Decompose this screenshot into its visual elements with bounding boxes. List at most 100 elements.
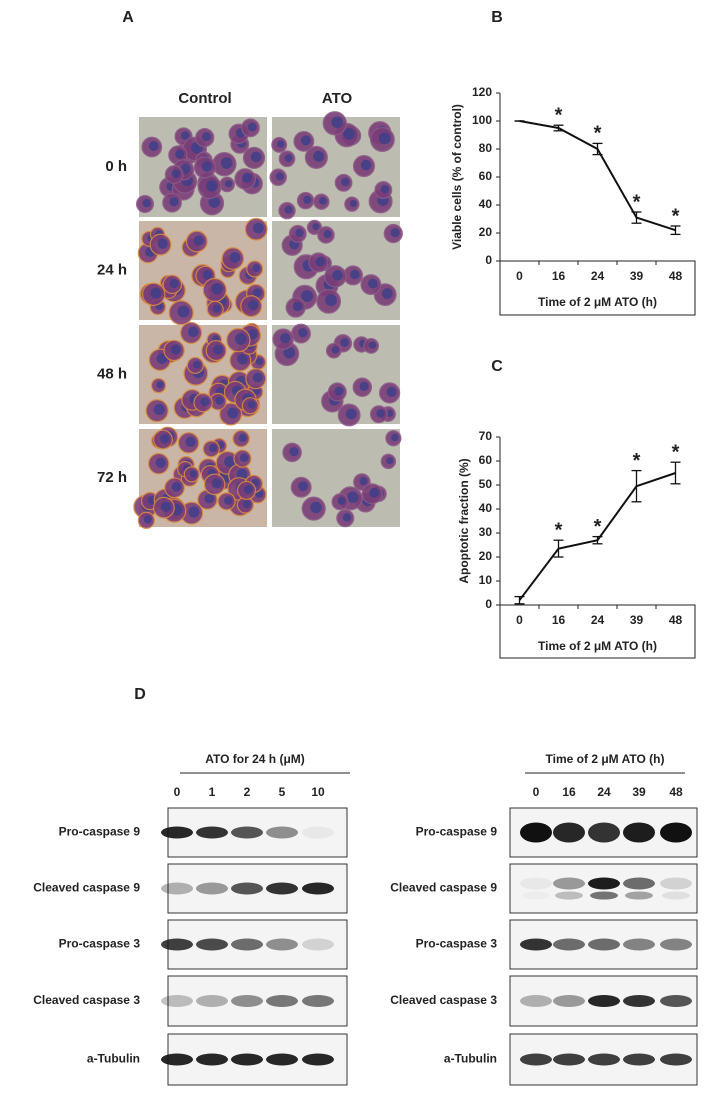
- band: [231, 1053, 263, 1066]
- panel-label: D: [134, 686, 146, 703]
- column-label: ATO: [322, 90, 353, 107]
- significance-marker: *: [555, 104, 563, 126]
- nucleus: [342, 513, 352, 522]
- band: [623, 938, 655, 951]
- nucleus: [345, 408, 357, 420]
- error-bar: [592, 535, 603, 545]
- x-tick-label: 16: [552, 613, 566, 627]
- x-axis-label: Time of 2 μM ATO (h): [538, 295, 657, 309]
- band: [625, 891, 653, 900]
- nucleus: [255, 357, 264, 366]
- significance-marker: *: [633, 191, 641, 213]
- nucleus: [367, 278, 378, 289]
- error-bar: [553, 539, 564, 558]
- nucleus: [153, 404, 165, 416]
- nucleus: [277, 140, 285, 148]
- nucleus: [349, 199, 357, 207]
- micrograph: [139, 321, 267, 426]
- blot: [509, 807, 698, 858]
- blot-header: ATO for 24 h (μM): [205, 752, 305, 766]
- x-tick-label: 0: [516, 269, 523, 283]
- nucleus: [180, 131, 190, 140]
- nucleus: [171, 344, 182, 355]
- y-tick-label: 60: [479, 169, 493, 183]
- y-tick-label: 40: [479, 197, 493, 211]
- error-bar: [631, 469, 642, 503]
- band: [555, 891, 583, 900]
- x-tick-label: 48: [669, 269, 683, 283]
- band: [553, 995, 585, 1007]
- nucleus: [250, 151, 262, 163]
- nucleus: [380, 184, 390, 194]
- band: [553, 877, 585, 890]
- y-axis-label: Viable cells (% of control): [450, 104, 464, 250]
- band: [662, 891, 690, 900]
- nucleus: [202, 270, 213, 280]
- band: [520, 877, 552, 890]
- nucleus: [142, 198, 151, 208]
- nucleus: [193, 235, 205, 246]
- band: [302, 938, 334, 951]
- band: [520, 938, 552, 951]
- nucleus: [237, 354, 248, 365]
- nucleus: [177, 305, 190, 318]
- band: [660, 822, 692, 843]
- nucleus: [171, 481, 182, 492]
- blot: [509, 975, 698, 1027]
- nucleus: [247, 400, 256, 409]
- nucleus: [224, 180, 233, 188]
- nucleus: [332, 270, 343, 281]
- panel-label: A: [122, 9, 134, 26]
- band: [588, 822, 620, 843]
- nucleus: [378, 132, 391, 145]
- significance-marker: *: [594, 516, 602, 538]
- micrograph: [269, 111, 400, 220]
- blot-row-label: Cleaved caspase 9: [390, 881, 497, 895]
- nucleus: [234, 333, 247, 345]
- nucleus: [275, 172, 284, 181]
- nucleus: [252, 372, 263, 383]
- nucleus: [381, 288, 393, 299]
- nucleus: [295, 228, 304, 238]
- band: [196, 826, 228, 839]
- nucleus: [208, 196, 221, 208]
- nucleus: [319, 197, 327, 205]
- lane-label: 1: [209, 785, 216, 799]
- lane-label: 48: [669, 785, 683, 799]
- band: [302, 1053, 334, 1066]
- blot-header: Time of 2 μM ATO (h): [546, 752, 665, 766]
- blot: [509, 863, 698, 914]
- nucleus: [346, 491, 359, 503]
- error-bar: [670, 225, 681, 236]
- nucleus: [386, 386, 397, 397]
- error-bar: [670, 461, 681, 485]
- nucleus: [359, 477, 368, 486]
- nucleus: [148, 141, 159, 151]
- nucleus: [213, 344, 224, 355]
- band: [161, 1053, 193, 1066]
- nucleus: [315, 256, 326, 267]
- lane-label: 0: [174, 785, 181, 799]
- nucleus: [180, 163, 191, 174]
- y-tick-label: 60: [479, 453, 493, 467]
- nucleus: [160, 501, 172, 512]
- blot-row-label: Cleaved caspase 3: [33, 993, 140, 1007]
- nucleus: [236, 468, 248, 480]
- nucleus: [334, 386, 344, 396]
- nucleus: [359, 381, 369, 391]
- band: [161, 882, 193, 895]
- lane-label: 0: [533, 785, 540, 799]
- y-tick-label: 40: [479, 501, 493, 515]
- significance-marker: *: [672, 441, 680, 463]
- y-tick-label: 30: [479, 525, 493, 539]
- nucleus: [325, 294, 337, 307]
- band: [623, 995, 655, 1007]
- nucleus: [298, 481, 309, 492]
- band: [553, 1053, 585, 1066]
- blot-row-label: Cleaved caspase 9: [33, 881, 140, 895]
- nucleus: [248, 299, 259, 311]
- band: [231, 826, 263, 839]
- nucleus: [376, 409, 385, 418]
- nucleus: [298, 327, 308, 338]
- y-tick-label: 120: [472, 85, 492, 99]
